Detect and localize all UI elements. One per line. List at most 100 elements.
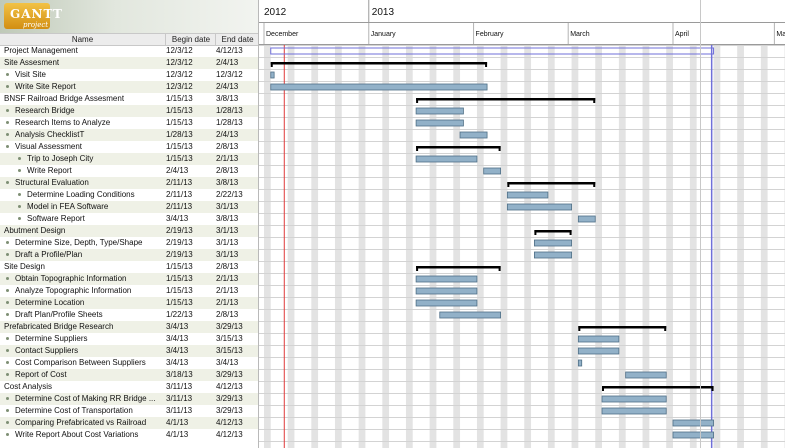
weekend-stripe	[405, 0, 413, 448]
task-end-date: 3/8/13	[216, 214, 239, 223]
tree-bullet-icon	[18, 169, 21, 173]
tree-bullet-icon	[6, 73, 9, 77]
task-row[interactable]: Cost Analysis 3/11/13 4/12/13	[0, 381, 258, 393]
task-name-cell: Determine Location	[0, 297, 170, 309]
task-row[interactable]: Prefabricated Bridge Research 3/4/13 3/29/…	[0, 321, 258, 333]
task-name-cell: Determine Suppliers	[0, 333, 170, 345]
task-name: Determine Cost of Making RR Bridge ...	[15, 394, 156, 403]
column-header-name[interactable]: Name	[71, 35, 94, 44]
task-bar	[415, 275, 478, 283]
task-row[interactable]: Draft Plan/Profile Sheets 1/22/13 2/8/13	[0, 309, 258, 321]
task-row[interactable]: Research Bridge 1/15/13 1/28/13	[0, 105, 258, 117]
column-header-begin-date[interactable]: Begin date	[165, 34, 216, 45]
task-name-cell: Abutment Design	[0, 225, 168, 237]
task-row[interactable]: Determine Cost of Making RR Bridge ... 3/…	[0, 393, 258, 405]
task-begin-date: 3/4/13	[166, 346, 189, 355]
task-row[interactable]: Determine Loading Conditions 2/11/13 2/22/…	[0, 189, 258, 201]
task-end-date: 4/12/13	[216, 418, 243, 427]
task-bar	[506, 191, 549, 199]
task-row[interactable]: Obtain Topographic Information 1/15/13 2/1…	[0, 273, 258, 285]
task-end-date: 2/22/13	[216, 190, 243, 199]
weekend-stripe	[713, 0, 721, 448]
task-row[interactable]: Research Items to Analyze 1/15/13 1/28/13	[0, 117, 258, 129]
task-bar	[601, 407, 667, 415]
summary-bar-end-cap	[711, 386, 714, 391]
task-end-date: 3/29/13	[216, 406, 243, 415]
task-row[interactable]: BNSF Railroad Bridge Assesment 1/15/13 3/8…	[0, 93, 258, 105]
task-row[interactable]: Model in FEA Software 2/11/13 3/1/13	[0, 201, 258, 213]
summary-bar-start-cap	[578, 326, 581, 331]
task-row[interactable]: Contact Suppliers 3/4/13 3/15/13	[0, 345, 258, 357]
task-begin-date: 2/11/13	[166, 202, 193, 211]
task-begin-date: 2/19/13	[166, 226, 193, 235]
task-row[interactable]: Report of Cost 3/18/13 3/29/13	[0, 369, 258, 381]
weekend-stripe	[287, 0, 295, 448]
task-row[interactable]: Analysis ChecklistT 1/28/13 2/4/13	[0, 129, 258, 141]
task-name-cell: Project Management	[0, 45, 168, 57]
task-name-cell: Visual Assessment	[0, 141, 170, 153]
task-name-cell: Contact Suppliers	[0, 345, 170, 357]
weekend-stripe	[500, 0, 508, 448]
task-end-date: 2/4/13	[216, 82, 239, 91]
task-row[interactable]: Software Report 3/4/13 3/8/13	[0, 213, 258, 225]
task-end-date: 2/1/13	[216, 298, 239, 307]
task-bar	[415, 155, 478, 163]
task-row[interactable]: Visual Assessment 1/15/13 2/8/13	[0, 141, 258, 153]
task-name: Draft Plan/Profile Sheets	[15, 310, 103, 319]
task-row[interactable]: Determine Location 1/15/13 2/1/13	[0, 297, 258, 309]
task-begin-date: 1/15/13	[166, 298, 193, 307]
task-row[interactable]: Cost Comparison Between Suppliers 3/4/13 3…	[0, 357, 258, 369]
task-row[interactable]: Structural Evaluation 2/11/13 3/8/13	[0, 177, 258, 189]
task-row[interactable]: Site Design 1/15/13 2/8/13	[0, 261, 258, 273]
task-bar	[533, 239, 572, 247]
task-end-date: 3/1/13	[216, 226, 239, 235]
task-row[interactable]: Write Report About Cost Variations 4/1/13…	[0, 429, 258, 441]
task-row[interactable]: Determine Cost of Transportation 3/11/13 3…	[0, 405, 258, 417]
task-row[interactable]: Draft a Profile/Plan 2/19/13 3/1/13	[0, 249, 258, 261]
task-end-date: 3/29/13	[216, 322, 243, 331]
task-name: Determine Size, Depth, Type/Shape	[15, 238, 143, 247]
task-end-date: 2/8/13	[216, 310, 239, 319]
weekend-stripe	[334, 0, 342, 448]
task-row[interactable]: Determine Suppliers 3/4/13 3/15/13	[0, 333, 258, 345]
task-end-date: 2/8/13	[216, 262, 239, 271]
summary-bar-start-cap	[534, 230, 537, 235]
summary-bar-start-cap	[602, 386, 604, 391]
weekend-stripe	[358, 0, 366, 448]
task-name: Report of Cost	[15, 370, 67, 379]
task-row[interactable]: Site Assesment 12/3/12 2/4/13	[0, 57, 258, 69]
task-name-cell: Prefabricated Bridge Research	[0, 321, 168, 333]
column-header-end-date[interactable]: End date	[215, 34, 259, 45]
task-begin-date: 1/15/13	[166, 274, 193, 283]
task-row[interactable]: Visit Site 12/3/12 12/3/12	[0, 69, 258, 81]
task-end-date: 3/8/13	[216, 178, 239, 187]
tree-bullet-icon	[6, 145, 9, 149]
month-label: April	[675, 31, 689, 38]
tree-bullet-icon	[6, 409, 9, 413]
task-row[interactable]: Write Site Report 12/3/12 2/4/13	[0, 81, 258, 93]
task-row[interactable]: Project Management 12/3/12 4/12/13	[0, 45, 258, 57]
task-name-cell: Obtain Topographic Information	[0, 273, 170, 285]
task-row[interactable]: Abutment Design 2/19/13 3/1/13	[0, 225, 258, 237]
weekend-stripe	[264, 0, 271, 448]
task-row[interactable]: Comparing Prefabricated vs Railroad 4/1/1…	[0, 417, 258, 429]
task-row[interactable]: Analyze Topographic Information 1/15/13 2/…	[0, 285, 258, 297]
task-row[interactable]: Trip to Joseph City 1/15/13 2/1/13	[0, 153, 258, 165]
summary-bar-start-cap	[416, 266, 419, 271]
task-bar	[533, 251, 572, 259]
task-name: Cost Analysis	[4, 382, 53, 391]
summary-bar-start-cap	[270, 62, 273, 67]
task-row[interactable]: Write Report 2/4/13 2/8/13	[0, 165, 258, 177]
task-name: Obtain Topographic Information	[15, 274, 127, 283]
task-begin-date: 12/3/12	[166, 46, 193, 55]
tree-bullet-icon	[6, 337, 9, 341]
summary-bar-end-cap	[498, 146, 501, 151]
weekend-stripe	[453, 0, 461, 448]
task-row[interactable]: Determine Size, Depth, Type/Shape 2/19/13…	[0, 237, 258, 249]
tree-bullet-icon	[6, 109, 9, 113]
task-name-cell: Analyze Topographic Information	[0, 285, 170, 297]
task-name-cell: Research Bridge	[0, 105, 170, 117]
task-end-date: 12/3/12	[216, 70, 243, 79]
task-begin-date: 1/15/13	[166, 142, 193, 151]
weekend-stripe	[429, 0, 437, 448]
